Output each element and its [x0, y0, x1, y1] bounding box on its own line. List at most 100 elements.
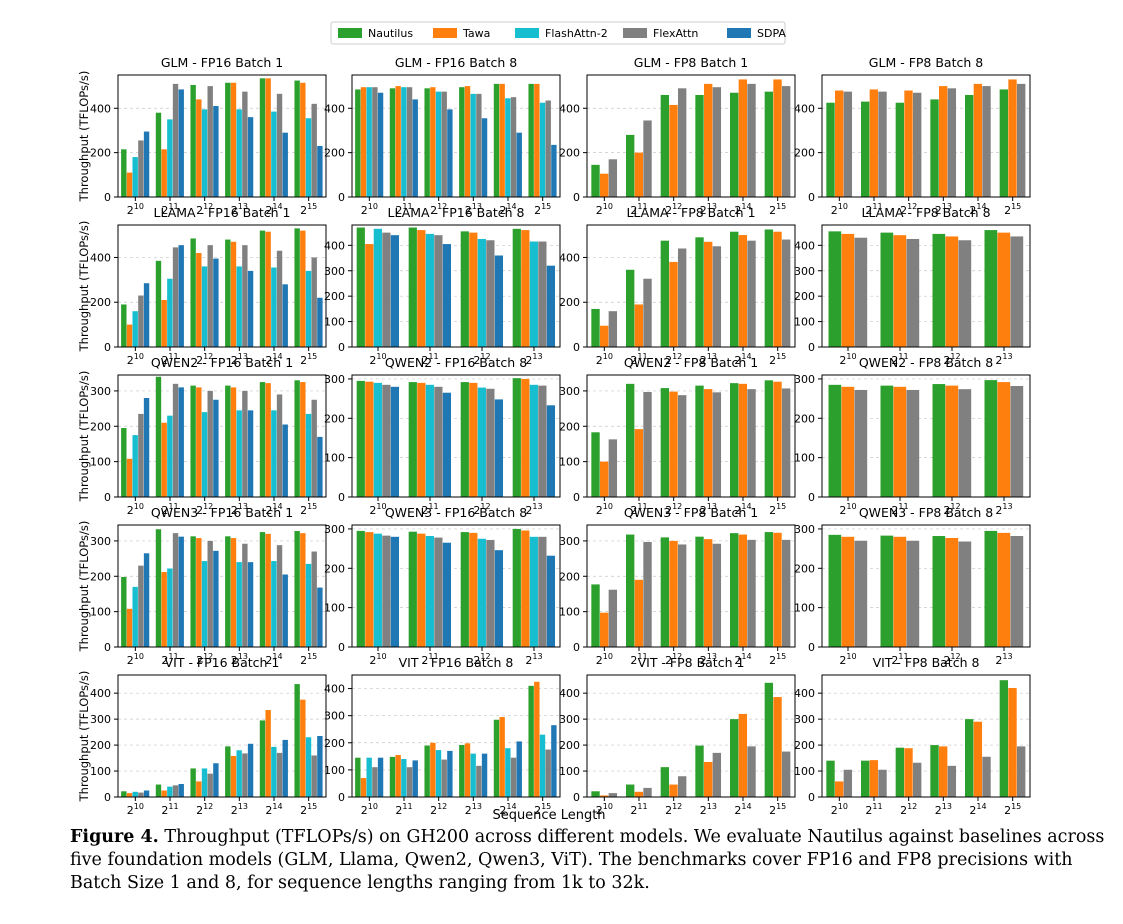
bar [317, 436, 323, 497]
x-tick-label: 214 [969, 202, 986, 217]
legend-label: FlexAttn [653, 27, 698, 40]
bar [271, 111, 277, 197]
y-tick-label: 200 [90, 147, 111, 160]
bar [201, 412, 208, 497]
bar [225, 746, 231, 797]
bar [634, 304, 644, 347]
bar [305, 563, 312, 647]
bar [259, 382, 266, 497]
bar [213, 399, 219, 497]
y-tick-label: 0 [808, 341, 815, 354]
bar [999, 680, 1009, 797]
bar [425, 536, 434, 647]
plot-frame [351, 74, 561, 198]
bar [643, 278, 652, 347]
y-tick-label: 200 [559, 570, 580, 583]
bar [494, 399, 504, 497]
x-tick-label: 210 [369, 352, 386, 367]
x-tick-label: 210 [596, 202, 613, 217]
bar [730, 533, 739, 647]
bar [600, 325, 609, 347]
x-tick-label: 213 [700, 502, 717, 517]
subplot: 0 100 200 300 400 210 211 212 213 214 215 VIT - FP1… [77, 655, 327, 817]
bar [377, 757, 384, 797]
bar [747, 240, 756, 347]
x-tick-label: 215 [300, 352, 317, 367]
bar [643, 391, 652, 497]
subplot-title: QWEN2 - FP8 Batch 1 [624, 355, 758, 370]
plot-frame [117, 524, 327, 648]
bar [373, 533, 382, 647]
bar [424, 88, 430, 197]
y-tick-label: 400 [794, 239, 815, 252]
bar [294, 380, 300, 497]
subplot-title: VIT - FP8 Batch 8 [873, 655, 980, 670]
bar [355, 89, 361, 197]
x-tick-label: 212 [196, 652, 213, 667]
x-tick-label: 215 [300, 502, 317, 517]
plot-frame [351, 374, 561, 498]
x-tick-label: 210 [127, 202, 144, 217]
bar [773, 381, 782, 497]
subplot: 0 100 200 300 400 210 211 212 213 214 215 VIT - FP8… [794, 655, 1031, 817]
y-tick-label: 300 [794, 265, 815, 278]
y-tick-label: 0 [808, 491, 815, 504]
x-tick-label: 213 [231, 652, 248, 667]
bar [242, 390, 248, 497]
bar [230, 241, 237, 347]
bar [190, 385, 196, 497]
bar [895, 102, 905, 197]
y-tick-label: 200 [794, 412, 815, 425]
plot-frame [351, 674, 561, 798]
bar [247, 117, 254, 197]
bar [311, 551, 317, 647]
subplot-title: LLAMA - FP8 Batch 1 [626, 205, 755, 220]
x-tick-label: 215 [534, 202, 551, 217]
bar [132, 435, 138, 497]
y-tick-label: 0 [573, 491, 580, 504]
bar [997, 232, 1011, 347]
y-tick-label: 300 [324, 373, 345, 386]
bar [178, 536, 184, 647]
x-tick-label: 210 [127, 352, 144, 367]
legend-swatch [623, 28, 647, 38]
legend-label: FlashAttn-2 [545, 27, 608, 40]
bar [958, 389, 972, 497]
y-tick-label: 100 [559, 765, 580, 778]
x-tick-label: 212 [430, 802, 447, 817]
bar [773, 532, 782, 647]
subplot: 0 100 200 300 210 211 212 213 214 215 QWEN3 - FP8 … [559, 505, 796, 667]
y-tick-label: 100 [90, 456, 111, 469]
x-tick-label: 212 [665, 502, 682, 517]
bar [155, 376, 162, 497]
x-tick-label: 214 [499, 202, 516, 217]
bar [634, 429, 644, 497]
bar [669, 104, 678, 197]
x-tick-label: 212 [943, 652, 960, 667]
bar [121, 149, 127, 197]
bar [984, 230, 998, 347]
x-tick-label: 211 [891, 652, 908, 667]
y-tick-label: 400 [559, 102, 580, 115]
bar [626, 383, 635, 497]
bar [155, 260, 162, 347]
x-tick-label: 214 [265, 352, 282, 367]
bar [143, 131, 150, 197]
bar [738, 235, 748, 347]
bar [366, 757, 372, 797]
x-tick-label: 215 [300, 202, 317, 217]
y-tick-label: 400 [324, 683, 345, 696]
x-tick-label: 211 [891, 502, 908, 517]
bar [906, 540, 920, 647]
bar [406, 87, 413, 197]
bar [247, 562, 254, 647]
x-tick-label: 215 [300, 802, 317, 817]
x-tick-label: 211 [865, 202, 882, 217]
bar [201, 266, 208, 347]
y-tick-label: 200 [324, 412, 345, 425]
bar [505, 748, 511, 797]
y-tick-label: 200 [90, 296, 111, 309]
x-tick-label: 212 [196, 202, 213, 217]
